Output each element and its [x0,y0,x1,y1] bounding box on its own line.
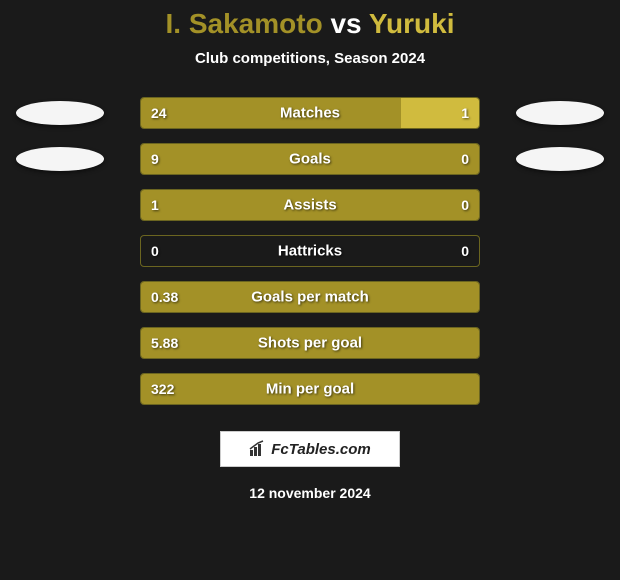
team-badge-right [516,147,604,171]
stat-value-left: 0 [151,243,159,259]
stat-value-right: 1 [461,105,469,121]
stat-row: 0.38 Goals per match [0,281,620,313]
stat-label: Hattricks [278,243,342,260]
team-badge-right [516,101,604,125]
stat-value-right: 0 [461,243,469,259]
stat-value-left: 1 [151,197,159,213]
chart-icon [249,440,267,458]
fctables-logo[interactable]: FcTables.com [220,431,400,467]
player2-name: Yuruki [369,8,455,39]
stat-bar: 0 0 Hattricks [140,235,480,267]
stat-label: Shots per goal [258,335,362,352]
stat-bar: 5.88 Shots per goal [140,327,480,359]
stat-value-left: 24 [151,105,167,121]
date-text: 12 november 2024 [0,485,620,501]
stat-label: Matches [280,105,340,122]
logo-text: FcTables.com [271,441,370,458]
stat-label: Goals [289,151,331,168]
comparison-title: I. Sakamoto vs Yuruki [0,8,620,40]
team-badge-left [16,147,104,171]
stats-rows: 24 1 Matches 9 0 Goals 1 0 Assists 0 0 Hattricks 0.3… [0,97,620,405]
stat-value-left: 0.38 [151,289,178,305]
stat-value-right: 0 [461,151,469,167]
team-badge-left [16,101,104,125]
stat-row: 5.88 Shots per goal [0,327,620,359]
stat-row: 1 0 Assists [0,189,620,221]
stat-bar: 322 Min per goal [140,373,480,405]
stat-row: 0 0 Hattricks [0,235,620,267]
stat-label: Goals per match [251,289,369,306]
stat-bar: 1 0 Assists [140,189,480,221]
stat-row: 9 0 Goals [0,143,620,175]
stat-bar: 24 1 Matches [140,97,480,129]
player1-name: I. Sakamoto [166,8,323,39]
stat-row: 322 Min per goal [0,373,620,405]
stat-value-right: 0 [461,197,469,213]
stat-value-left: 9 [151,151,159,167]
stat-bar: 0.38 Goals per match [140,281,480,313]
stat-value-left: 322 [151,381,174,397]
stat-value-left: 5.88 [151,335,178,351]
stat-label: Min per goal [266,381,354,398]
vs-text: vs [323,8,369,39]
subtitle: Club competitions, Season 2024 [0,50,620,67]
stat-row: 24 1 Matches [0,97,620,129]
bar-segment-left [141,98,401,128]
stat-bar: 9 0 Goals [140,143,480,175]
stat-label: Assists [283,197,336,214]
